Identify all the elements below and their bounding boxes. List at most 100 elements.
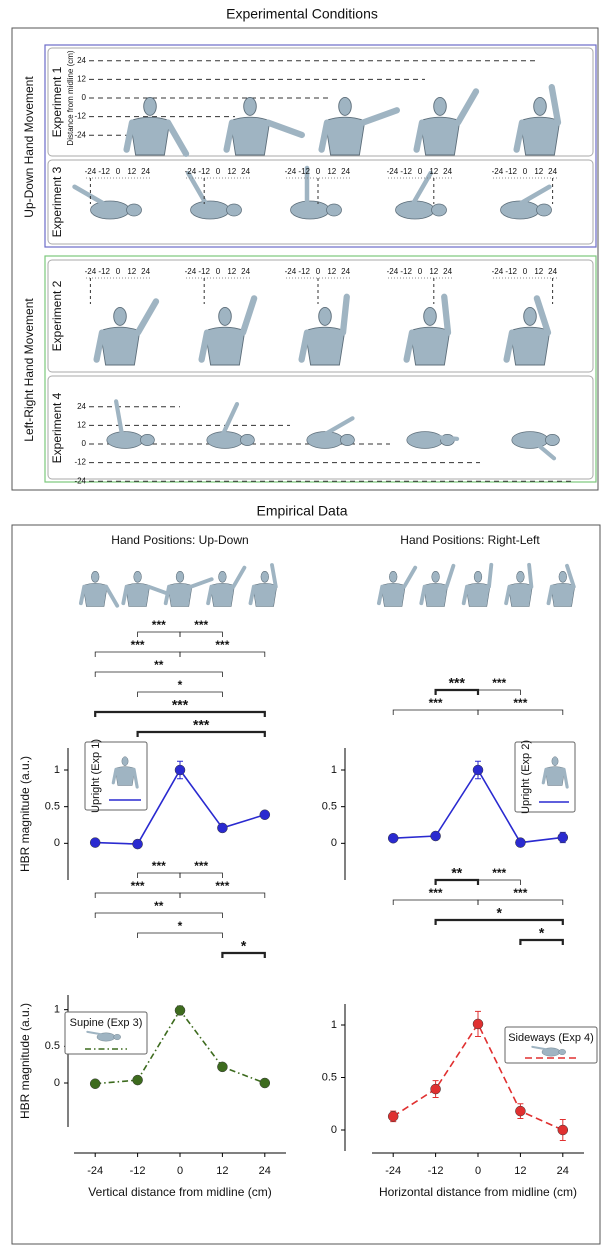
head (140, 434, 154, 445)
significance-bracket (222, 953, 264, 958)
head (434, 97, 447, 115)
figure-illustration (166, 571, 212, 606)
head (517, 571, 525, 582)
significance-label: * (241, 938, 247, 954)
tick-label: -12 (298, 167, 310, 176)
head (545, 434, 559, 445)
raised-arm (268, 123, 302, 135)
x-tick-label: -24 (385, 1165, 401, 1177)
head (219, 307, 232, 325)
tick-label: -12 (74, 112, 86, 121)
significance-label: *** (131, 879, 145, 893)
figure-illustration (107, 401, 155, 448)
data-point (175, 765, 185, 775)
head (91, 571, 99, 582)
raised-arm (404, 568, 415, 587)
legend-label: Upright (Exp 1) (90, 739, 102, 813)
x-tick-label: -24 (87, 1165, 103, 1177)
arm (222, 404, 237, 436)
experiment-label: Experiment 1 (50, 66, 64, 137)
data-point (388, 833, 398, 843)
tick-label: 12 (327, 267, 336, 276)
raised-arm (363, 110, 397, 122)
figure-illustration (464, 565, 492, 607)
tick-label: -24 (387, 267, 399, 276)
tick-label: -12 (198, 167, 210, 176)
x-axis-label: Vertical distance from midline (cm) (88, 1185, 271, 1199)
head (244, 97, 257, 115)
head (339, 97, 352, 115)
tick-label: -12 (505, 167, 517, 176)
data-point (90, 1079, 100, 1089)
significance-label: *** (194, 859, 208, 873)
tick-label: 12 (127, 267, 136, 276)
tick-label: 0 (523, 267, 528, 276)
x-tick-label: -12 (428, 1165, 444, 1177)
y-tick-label: 0.5 (45, 1040, 60, 1052)
head (114, 307, 127, 325)
head (122, 757, 128, 766)
head (524, 307, 537, 325)
significance-label: ** (451, 865, 462, 881)
significance-label: * (496, 905, 502, 921)
significance-label: *** (152, 859, 166, 873)
x-axis-label: Horizontal distance from midline (cm) (379, 1185, 577, 1199)
significance-label: *** (492, 866, 506, 880)
head (144, 97, 157, 115)
raised-arm (272, 565, 276, 587)
torso (210, 583, 234, 606)
group-label: Up-Down Hand Movement (22, 76, 36, 218)
y-tick-label: 0 (331, 1124, 337, 1136)
tick-label: 0 (316, 167, 321, 176)
arm (517, 187, 549, 206)
head (432, 571, 440, 582)
y-tick-label: 0 (54, 1077, 60, 1089)
torso (107, 432, 143, 449)
arm (81, 587, 84, 604)
torso (191, 201, 230, 219)
head (537, 204, 552, 216)
head (114, 1034, 121, 1040)
x-tick-label: 0 (475, 1165, 481, 1177)
head (559, 571, 567, 582)
column-title: Hand Positions: Up-Down (111, 533, 248, 547)
data-point (133, 1075, 143, 1085)
tick-label: 0 (523, 167, 528, 176)
raised-arm (243, 298, 254, 332)
data-point (133, 839, 143, 849)
torso (253, 583, 277, 606)
significance-bracket (138, 632, 180, 637)
raised-arm (529, 565, 531, 587)
arm (464, 587, 467, 604)
figure-illustration (417, 91, 476, 155)
torso (551, 583, 575, 606)
head (552, 757, 558, 766)
arm (123, 587, 126, 604)
figure-illustration (501, 187, 552, 219)
torso (508, 583, 532, 606)
significance-label: *** (513, 696, 527, 710)
torso (545, 767, 565, 786)
torso (205, 327, 245, 365)
head (474, 571, 482, 582)
tick-label: -12 (298, 267, 310, 276)
head (127, 204, 142, 216)
tick-label: -12 (98, 267, 110, 276)
tick-label: 24 (548, 167, 557, 176)
significance-label: *** (152, 618, 166, 632)
significance-bracket (478, 900, 563, 905)
head (134, 571, 142, 582)
figure-illustration (302, 297, 347, 365)
arm (208, 587, 211, 604)
data-point (388, 1111, 398, 1121)
experiment-label: Experiment 4 (50, 392, 64, 463)
arm (549, 587, 552, 604)
torso (168, 583, 192, 606)
raised-arm (168, 123, 186, 154)
raised-arm (447, 566, 454, 587)
significance-bracket (138, 873, 180, 878)
significance-bracket (95, 652, 180, 657)
y-tick-label: 0.5 (322, 1071, 337, 1083)
raised-arm (233, 568, 244, 587)
data-point (217, 1062, 227, 1072)
